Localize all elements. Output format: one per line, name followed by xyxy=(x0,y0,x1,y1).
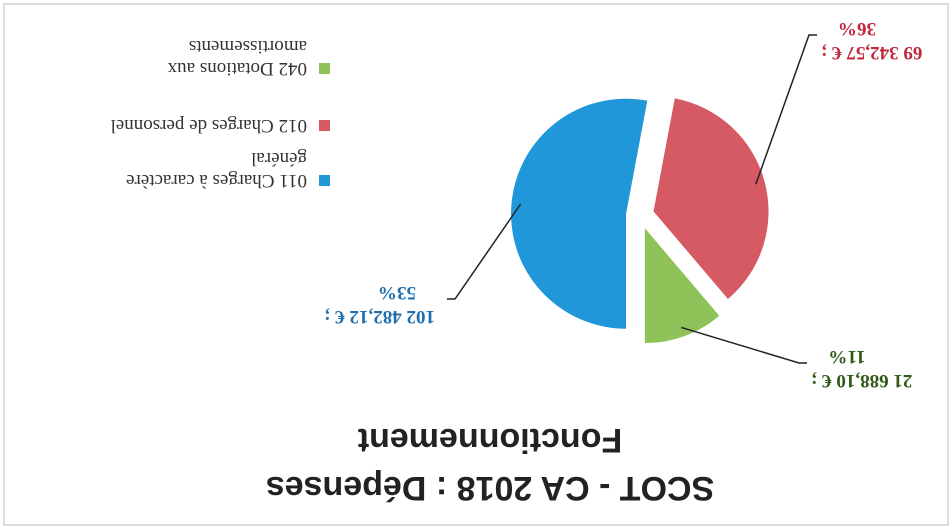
chart-subtitle: Fonctionnement xyxy=(358,421,622,459)
pie-slice xyxy=(653,98,769,300)
data-label: 69 342,57 € ; xyxy=(821,42,922,63)
legend-entry: 042 Dotations aux amortissements xyxy=(167,36,307,79)
pie-slice xyxy=(644,228,720,344)
legend-entry: 012 Charges de personnel xyxy=(110,115,307,136)
legend-swatch xyxy=(319,175,330,186)
legend-swatch xyxy=(319,120,330,131)
data-label: 102 482,12 € ; xyxy=(324,306,435,327)
data-label: 11% xyxy=(829,346,866,367)
data-label: 21 688,10 € ; xyxy=(811,370,912,391)
frame xyxy=(3,3,949,526)
leader-line xyxy=(681,326,807,364)
data-label: 36% xyxy=(838,18,876,39)
leader-line xyxy=(755,34,817,185)
data-label: 53% xyxy=(378,282,416,303)
pie-slice xyxy=(511,98,648,329)
legend-swatch xyxy=(319,63,330,74)
legend-entry: 011 Charges à caractère général xyxy=(126,148,307,191)
chart-title: SCOT - CA 2018 : Dépenses xyxy=(266,469,714,507)
leader-line xyxy=(447,203,522,300)
